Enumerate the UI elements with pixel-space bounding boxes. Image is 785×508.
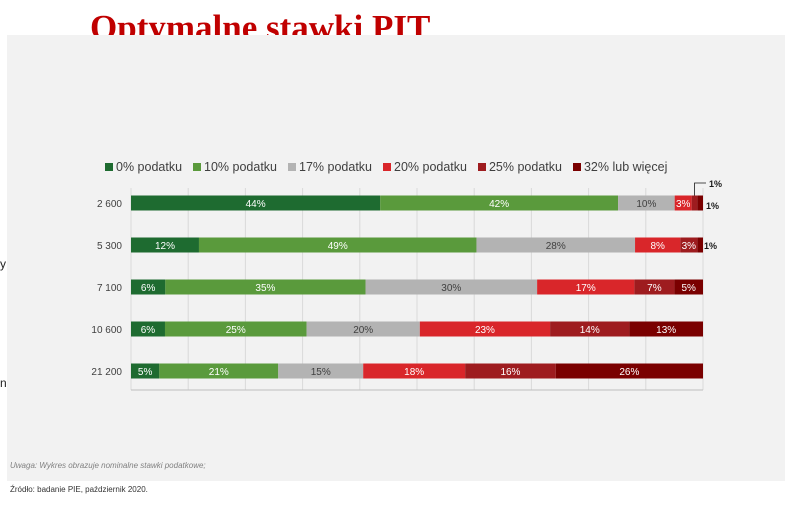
data-label: 28% (546, 241, 566, 252)
category-label: 21 200 (91, 367, 122, 378)
legend-label: 20% podatku (394, 160, 467, 174)
data-label: 6% (141, 283, 156, 294)
data-label: 20% (353, 325, 373, 336)
legend-item: 10% podatku (193, 160, 277, 174)
data-label: 35% (255, 283, 275, 294)
bar-segment (159, 363, 279, 379)
bar-segment (697, 195, 703, 211)
legend-swatch (477, 163, 486, 171)
data-label: 5% (138, 367, 153, 378)
data-label: 44% (246, 199, 266, 210)
legend-label: 10% podatku (204, 160, 278, 174)
legend-swatch (572, 163, 581, 171)
legend-item: 20% podatku (383, 160, 467, 174)
bar-segment (306, 321, 420, 337)
bar-segment (131, 279, 166, 295)
data-label: 14% (580, 325, 600, 336)
bar-segment (198, 237, 477, 253)
chart-note: Uwaga: Wykres obrazuje nominalne stawki … (10, 461, 206, 470)
category-label: 10 600 (91, 325, 122, 336)
data-label: 1% (706, 201, 719, 211)
legend-item: 17% podatku (288, 160, 372, 174)
bar-segment (380, 195, 619, 211)
legend-label: 17% podatku (299, 160, 372, 174)
category-label: 7 100 (97, 283, 122, 294)
bar-segment (365, 279, 538, 295)
legend-swatch (288, 163, 297, 171)
bar-segment (674, 279, 703, 295)
chart-source: Źródło: badanie PIE, październik 2020. (10, 485, 148, 494)
data-label: 15% (311, 367, 331, 378)
data-label: 30% (441, 283, 461, 294)
bar-segment (618, 195, 675, 211)
data-label: 8% (650, 241, 665, 252)
bar-segment (635, 237, 681, 253)
leader-line (694, 182, 706, 196)
bar-segment (131, 363, 160, 379)
bar-segment (634, 279, 675, 295)
side-text-fragment: n (0, 376, 7, 390)
data-label: 26% (619, 367, 639, 378)
data-label: 3% (676, 199, 691, 210)
data-label: 3% (682, 241, 697, 252)
chart-panel (7, 35, 785, 481)
bar-segment (131, 321, 165, 337)
bar-segment (476, 237, 636, 253)
data-label: 5% (681, 283, 696, 294)
bar-segment (363, 363, 466, 379)
category-label: 2 600 (97, 199, 122, 210)
bar-segment (131, 237, 199, 253)
data-label: 1% (709, 179, 722, 189)
bar-segment (164, 321, 307, 337)
legend-label: 25% podatku (488, 160, 562, 174)
bar-segment (131, 195, 381, 211)
data-label: 25% (226, 325, 246, 336)
data-label: 10% (636, 199, 656, 210)
bar-segment (691, 195, 698, 211)
data-label: 16% (500, 367, 520, 378)
category-label: 5 300 (97, 241, 122, 252)
bar-segment (465, 363, 556, 379)
legend-label: 0% podatku (116, 160, 183, 174)
data-label: 42% (489, 199, 509, 210)
bar-segment (550, 321, 630, 337)
legend-item: 0% podatku (105, 160, 182, 174)
data-label: 18% (404, 367, 424, 378)
bar-segment (629, 321, 703, 337)
legend-swatch (105, 163, 113, 171)
data-label: 1% (704, 241, 717, 251)
data-label: 21% (209, 367, 229, 378)
data-label: 6% (141, 325, 156, 336)
legend-item: 32% lub więcej (572, 160, 668, 174)
data-label: 13% (656, 325, 676, 336)
data-label: 49% (328, 241, 348, 252)
chart-legend: 0% podatku 10% podatku 17% podatku 20% poda… (105, 160, 765, 174)
legend-swatch (193, 163, 202, 171)
bar-segment (680, 237, 698, 253)
legend-label: 32% lub więcej (583, 160, 668, 174)
legend-item: 25% podatku (477, 160, 562, 174)
data-label: 23% (475, 325, 495, 336)
bar-segment (555, 363, 703, 379)
bar-segment (537, 279, 635, 295)
bar-segment (278, 363, 364, 379)
data-label: 7% (647, 283, 662, 294)
bar-segment (697, 237, 703, 253)
side-text-fragment: y (0, 257, 6, 271)
bar-segment (419, 321, 551, 337)
bar-segment (674, 195, 692, 211)
data-label: 12% (155, 241, 175, 252)
data-label: 17% (576, 283, 596, 294)
bar-segment (165, 279, 366, 295)
legend-swatch (383, 163, 391, 171)
